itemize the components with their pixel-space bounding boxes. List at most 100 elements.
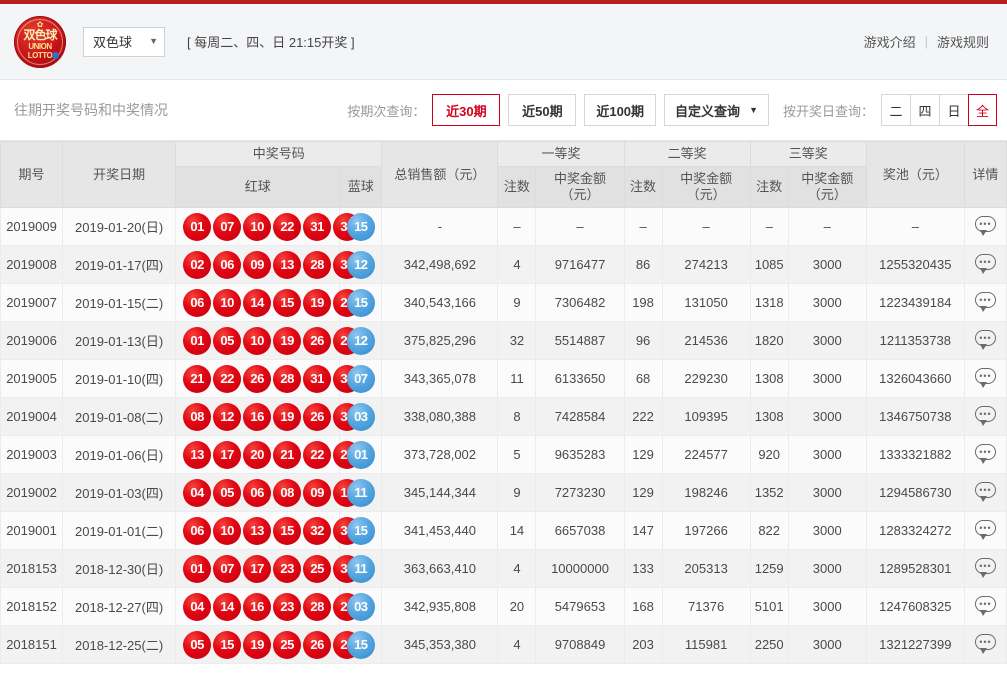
red-ball: 28 xyxy=(303,592,332,621)
logo-blue-dot-icon xyxy=(52,51,59,59)
red-ball: 26 xyxy=(243,364,272,393)
bubble-dots: ••• xyxy=(979,332,992,343)
cell-total-sales: 375,825,296 xyxy=(381,321,499,360)
cell-prize2-amount: 71376 xyxy=(661,587,751,626)
day-btn-thursday[interactable]: 四 xyxy=(911,95,940,125)
cell-detail[interactable]: ••• xyxy=(963,207,1007,246)
cell-blue-ball: 15 xyxy=(339,283,383,322)
red-ball: 09 xyxy=(243,250,272,279)
red-ball: 25 xyxy=(303,554,332,583)
cell-blue-ball: 11 xyxy=(339,549,383,588)
comment-bubble-icon[interactable]: ••• xyxy=(974,481,996,502)
cell-prize2-amount: 229230 xyxy=(661,359,751,398)
blue-ball: 03 xyxy=(346,402,375,431)
cell-pool: 1333321882 xyxy=(865,435,965,474)
red-ball: 13 xyxy=(273,250,302,279)
red-ball: 13 xyxy=(243,516,272,545)
cell-detail[interactable]: ••• xyxy=(963,625,1007,664)
cell-prize2-bets: 96 xyxy=(623,321,663,360)
cell-total-sales: 343,365,078 xyxy=(381,359,499,398)
cell-prize1-amount: 9716477 xyxy=(535,245,625,284)
bubble-tail xyxy=(979,457,987,464)
cell-prize3-bets: – xyxy=(749,207,789,246)
blue-ball: 07 xyxy=(346,364,375,393)
day-btn-tuesday[interactable]: 二 xyxy=(882,95,911,125)
bubble-dots: ••• xyxy=(979,370,992,381)
bubble-tail xyxy=(979,305,987,312)
game-select-value: 双色球 xyxy=(93,35,133,50)
custom-query-dropdown[interactable]: 自定义查询 ▼ xyxy=(664,94,769,126)
cell-prize3-bets: 822 xyxy=(749,511,789,550)
logo-ring xyxy=(17,18,63,65)
period-btn-100[interactable]: 近100期 xyxy=(584,94,657,126)
cell-blue-ball: 03 xyxy=(339,397,383,436)
red-ball: 05 xyxy=(183,630,212,659)
cell-detail[interactable]: ••• xyxy=(963,587,1007,626)
cell-detail[interactable]: ••• xyxy=(963,549,1007,588)
red-ball: 19 xyxy=(243,630,272,659)
cell-draw-date: 2019-01-03(四) xyxy=(62,473,177,512)
comment-bubble-icon[interactable]: ••• xyxy=(974,633,996,654)
link-game-rules[interactable]: 游戏规则 xyxy=(936,35,989,50)
cell-issue: 2019008 xyxy=(0,245,64,284)
cell-total-sales: 342,498,692 xyxy=(381,245,499,284)
cell-pool: 1326043660 xyxy=(865,359,965,398)
cell-red-balls: 020609132832 xyxy=(175,245,362,284)
comment-bubble-icon[interactable]: ••• xyxy=(974,215,996,236)
comment-bubble-icon[interactable]: ••• xyxy=(974,367,996,388)
blue-ball: 12 xyxy=(346,326,375,355)
cell-prize1-bets: 14 xyxy=(497,511,537,550)
comment-bubble-icon[interactable]: ••• xyxy=(974,329,996,350)
cell-prize1-bets: 4 xyxy=(497,549,537,588)
cell-prize3-bets: 1318 xyxy=(749,283,789,322)
cell-issue: 2019005 xyxy=(0,359,64,398)
day-btn-sunday[interactable]: 日 xyxy=(940,95,969,125)
cell-detail[interactable]: ••• xyxy=(963,245,1007,284)
red-ball: 19 xyxy=(303,288,332,317)
red-ball: 15 xyxy=(273,516,302,545)
cell-detail[interactable]: ••• xyxy=(963,473,1007,512)
chevron-down-icon: ▼ xyxy=(749,105,758,115)
bubble-tail xyxy=(979,609,987,616)
cell-prize3-bets: 1308 xyxy=(749,397,789,436)
cell-prize3-bets: 2250 xyxy=(749,625,789,664)
comment-bubble-icon[interactable]: ••• xyxy=(974,405,996,426)
th-p2-amount-l1: 中奖金额 xyxy=(680,171,733,186)
comment-bubble-icon[interactable]: ••• xyxy=(974,443,996,464)
cell-prize3-bets: 920 xyxy=(749,435,789,474)
cell-prize1-bets: 20 xyxy=(497,587,537,626)
cell-detail[interactable]: ••• xyxy=(963,359,1007,398)
comment-bubble-icon[interactable]: ••• xyxy=(974,557,996,578)
cell-detail[interactable]: ••• xyxy=(963,397,1007,436)
comment-bubble-icon[interactable]: ••• xyxy=(974,595,996,616)
cell-detail[interactable]: ••• xyxy=(963,283,1007,322)
cell-prize1-amount: 7428584 xyxy=(535,397,625,436)
cell-prize1-amount: 5479653 xyxy=(535,587,625,626)
comment-bubble-icon[interactable]: ••• xyxy=(974,291,996,312)
table-row: 20181532018-12-30(日)01071723253111363,66… xyxy=(0,549,1007,588)
red-ball: 04 xyxy=(183,478,212,507)
period-btn-30[interactable]: 近30期 xyxy=(432,94,501,126)
cell-pool: – xyxy=(865,207,965,246)
game-select-dropdown[interactable]: 双色球 ▼ xyxy=(83,26,165,57)
table-row: 20190062019-01-13(日)01051019262812375,82… xyxy=(0,321,1007,360)
link-game-intro[interactable]: 游戏介绍 xyxy=(863,35,916,50)
comment-bubble-icon[interactable]: ••• xyxy=(974,519,996,540)
cell-prize2-amount: 274213 xyxy=(661,245,751,284)
cell-blue-ball: 01 xyxy=(339,435,383,474)
cell-detail[interactable]: ••• xyxy=(963,511,1007,550)
period-btn-50[interactable]: 近50期 xyxy=(508,94,577,126)
cell-prize3-amount: 3000 xyxy=(787,397,867,436)
cell-detail[interactable]: ••• xyxy=(963,321,1007,360)
cell-detail[interactable]: ••• xyxy=(963,435,1007,474)
red-ball: 06 xyxy=(183,516,212,545)
cell-prize3-amount: 3000 xyxy=(787,473,867,512)
cell-red-balls: 131720212227 xyxy=(175,435,362,474)
cell-prize3-amount: 3000 xyxy=(787,511,867,550)
cell-total-sales: 373,728,002 xyxy=(381,435,499,474)
filter-controls: 按期次查询： 近30期 近50期 近100期 自定义查询 ▼ 按开奖日查询： 二… xyxy=(347,94,997,126)
comment-bubble-icon[interactable]: ••• xyxy=(974,253,996,274)
cell-draw-date: 2019-01-20(日) xyxy=(62,207,177,246)
red-ball: 08 xyxy=(273,478,302,507)
day-btn-all[interactable]: 全 xyxy=(968,94,997,126)
